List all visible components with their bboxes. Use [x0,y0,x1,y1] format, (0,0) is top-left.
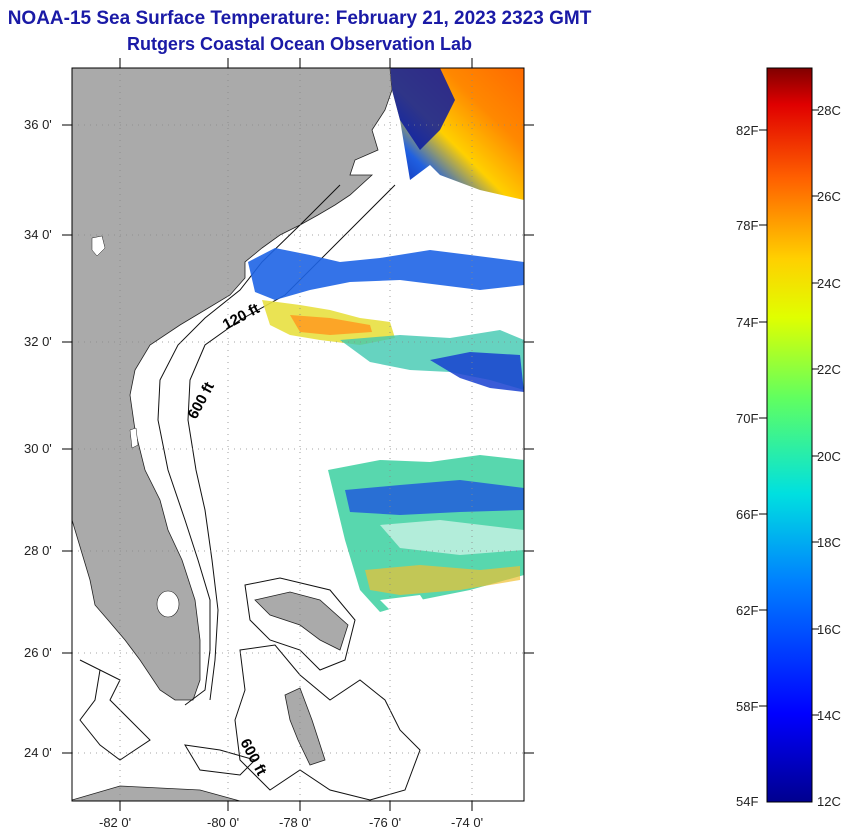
colorbar-ticks [759,109,819,716]
map-frame [71,67,525,802]
contour [184,744,256,776]
colorbar-c-label: 24C [817,276,841,291]
contour-bahamas [234,644,421,801]
colorbar-c-label: 22C [817,362,841,377]
lon-label: -74 0' [451,815,484,830]
sst-patch-blue [430,352,524,392]
colorbar-f-label: 62F [736,603,759,618]
colorbar-c-label: 28C [817,103,841,118]
contour-keys [79,659,151,761]
sst-cloud-gap [380,595,430,615]
colorbar-f-label: 66F [736,507,759,522]
colorbar-f-label: 70F [736,411,759,426]
colorbar-c-label: 16C [817,622,841,637]
lat-label: 24 0' [24,745,52,760]
colorbar-f-label: 82F [736,123,759,138]
colorbar-f-label: 74F [736,315,759,330]
sst-cloud-gap [380,520,524,555]
colorbar-c-label: 18C [817,535,841,550]
lon-label: -76 0' [369,815,402,830]
lon-label: -82 0' [99,815,132,830]
colorbar [766,67,813,803]
lake [91,235,106,257]
lat-label: 36 0' [24,117,52,132]
colorbar-f-label: 78F [736,218,759,233]
lat-lon-grid [72,68,524,801]
land-bahamas [284,687,326,766]
sst-patch-33n [248,248,524,300]
map-title: NOAA-15 Sea Surface Temperature: Februar… [7,8,592,29]
map-subtitle: Rutgers Coastal Ocean Observation Lab [126,34,473,54]
lat-label: 32 0' [24,334,52,349]
sst-patch-warm [365,565,520,595]
colorbar-f-label: 58F [736,699,759,714]
sst-patch-cold-nearshore [390,68,455,150]
land-bahamas [254,591,349,651]
axis-ticks [62,58,534,811]
sst-patch-warm-core [290,315,372,335]
colorbar-c-label: 20C [817,449,841,464]
land-southeast-us [72,68,393,701]
colorbar-c-label: 26C [817,189,841,204]
lake-okeechobee [156,590,180,618]
lon-label: -78 0' [279,815,312,830]
lat-label: 34 0' [24,227,52,242]
lake [129,427,139,449]
colorbar-f-label: 54F [736,794,759,809]
contour-bahamas [244,577,356,671]
lat-label: 26 0' [24,645,52,660]
colorbar-c-label: 12C [817,794,841,809]
lon-label: -80 0' [207,815,240,830]
lat-label: 28 0' [24,543,52,558]
lat-label: 30 0' [24,441,52,456]
land-cuba [72,785,241,801]
colorbar-c-label: 14C [817,708,841,723]
